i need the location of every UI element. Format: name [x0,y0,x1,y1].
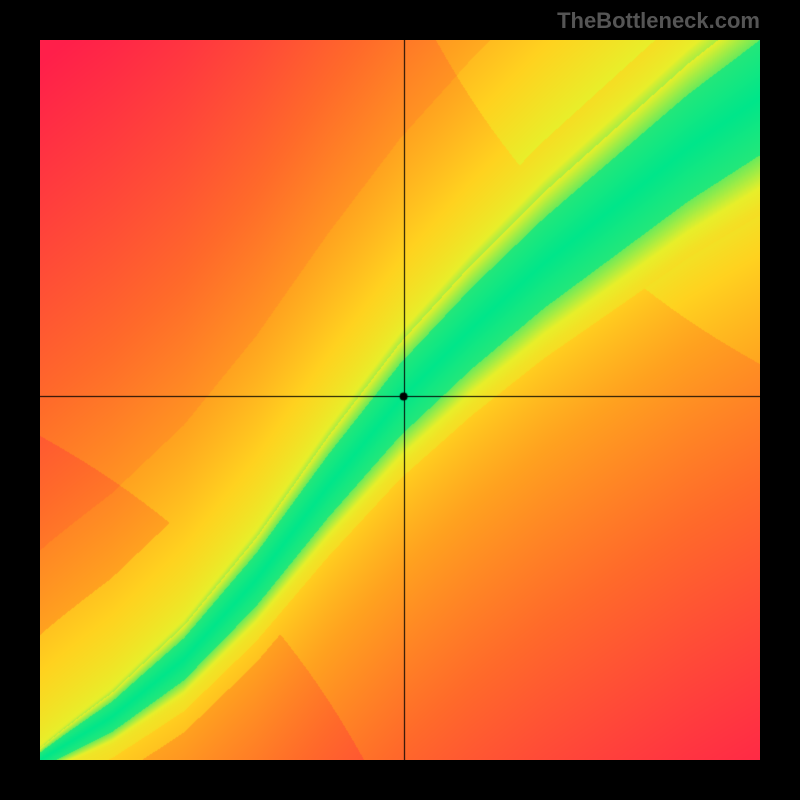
heatmap-canvas [40,40,760,760]
watermark-text: TheBottleneck.com [557,8,760,34]
heatmap-plot [40,40,760,760]
outer-frame: TheBottleneck.com [0,0,800,800]
